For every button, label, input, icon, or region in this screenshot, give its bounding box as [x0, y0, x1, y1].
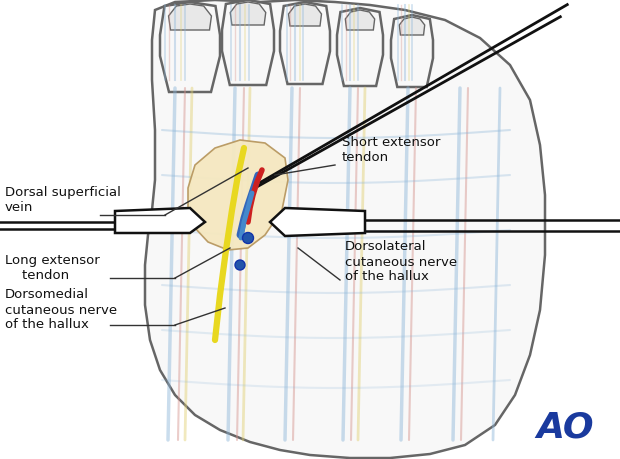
Polygon shape	[145, 0, 545, 458]
Polygon shape	[345, 10, 374, 30]
Polygon shape	[399, 17, 425, 35]
Text: Short extensor
tendon: Short extensor tendon	[342, 136, 440, 164]
Text: AO: AO	[536, 411, 594, 445]
Text: Long extensor
    tendon: Long extensor tendon	[5, 254, 100, 282]
Circle shape	[235, 260, 245, 270]
Polygon shape	[160, 2, 220, 92]
Polygon shape	[270, 208, 365, 236]
Polygon shape	[280, 2, 330, 84]
Polygon shape	[391, 15, 433, 87]
Polygon shape	[115, 208, 205, 233]
Polygon shape	[222, 0, 274, 85]
Text: Dorsomedial
cutaneous nerve
of the hallux: Dorsomedial cutaneous nerve of the hallu…	[5, 289, 117, 331]
Polygon shape	[188, 140, 288, 250]
Polygon shape	[169, 4, 211, 30]
Polygon shape	[337, 8, 383, 86]
Circle shape	[242, 233, 254, 244]
Polygon shape	[230, 2, 266, 25]
Polygon shape	[288, 4, 322, 26]
Text: Dorsal superficial
vein: Dorsal superficial vein	[5, 186, 121, 214]
Text: Dorsolateral
cutaneous nerve
of the hallux: Dorsolateral cutaneous nerve of the hall…	[345, 241, 457, 284]
